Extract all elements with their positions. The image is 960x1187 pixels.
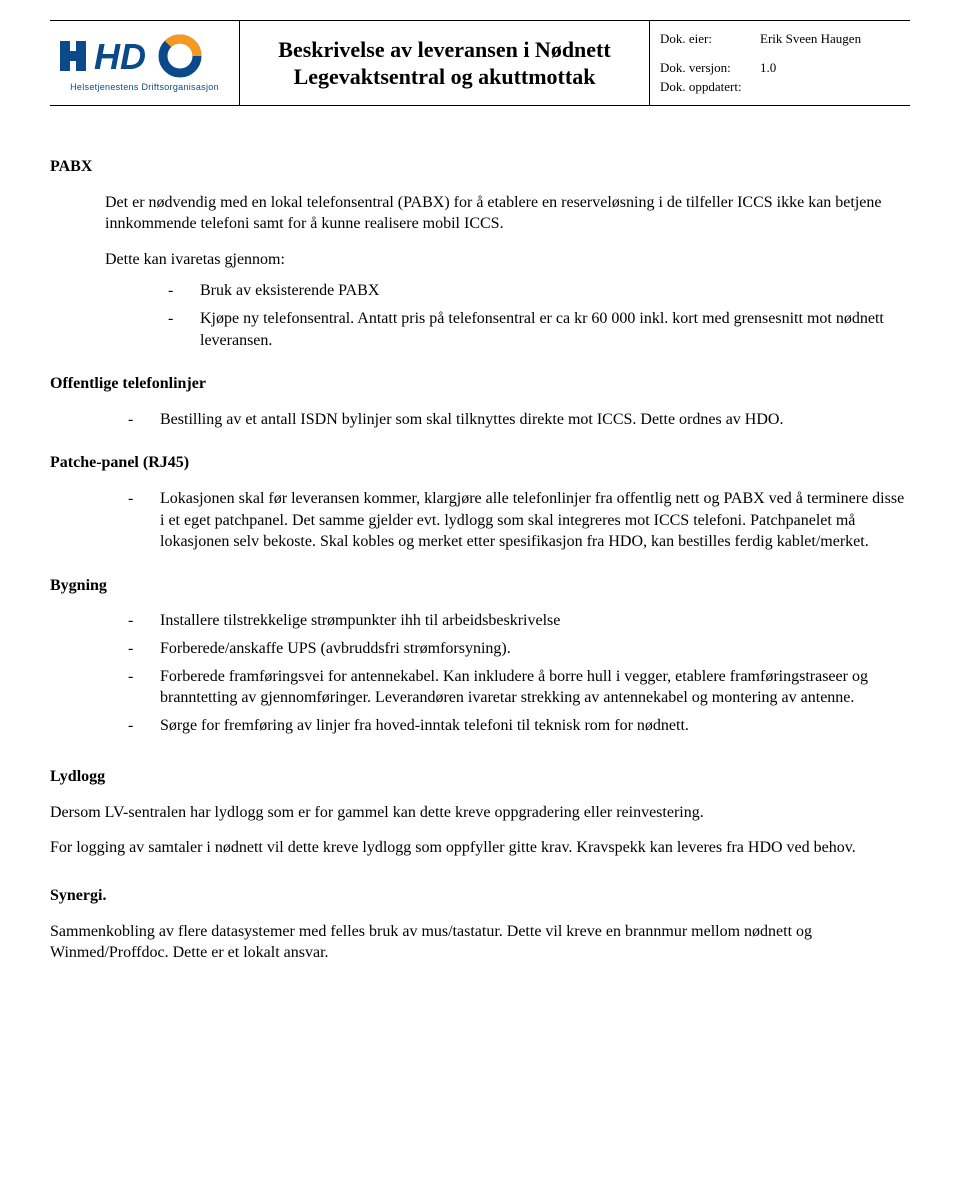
list-item: Bruk av eksisterende PABX: [50, 280, 910, 302]
meta-version-key: Dok. versjon:: [660, 59, 760, 77]
svg-text:HD: HD: [94, 36, 146, 77]
heading-pabx: PABX: [50, 156, 910, 178]
meta-updated-key: Dok. oppdatert:: [660, 78, 760, 96]
patche-bullets: Lokasjonen skal før leveransen kommer, k…: [50, 488, 910, 553]
lydlogg-section: Lydlogg Dersom LV-sentralen har lydlogg …: [50, 766, 910, 859]
logo-cell: HD Helsetjenestens Driftsorganisasjon: [50, 21, 240, 105]
pabx-bullets: Bruk av eksisterende PABX Kjøpe ny telef…: [50, 280, 910, 351]
lydlogg-p2: For logging av samtaler i nødnett vil de…: [50, 837, 910, 859]
synergi-p1: Sammenkobling av flere datasystemer med …: [50, 921, 910, 964]
list-item: Bestilling av et antall ISDN bylinjer so…: [50, 409, 910, 431]
document-header: HD Helsetjenestens Driftsorganisasjon Be…: [50, 20, 910, 106]
bygning-bullets: Installere tilstrekkelige strømpunkter i…: [50, 610, 910, 736]
hdo-logo-icon: HD: [60, 33, 230, 79]
meta-owner-val: Erik Sveen Haugen: [760, 30, 900, 48]
offentlige-bullets: Bestilling av et antall ISDN bylinjer so…: [50, 409, 910, 431]
heading-synergi: Synergi.: [50, 885, 910, 907]
heading-lydlogg: Lydlogg: [50, 766, 910, 788]
list-item: Installere tilstrekkelige strømpunkter i…: [50, 610, 910, 632]
document-body: PABX Det er nødvendig med en lokal telef…: [50, 156, 910, 964]
list-item: Sørge for fremføring av linjer fra hoved…: [50, 715, 910, 737]
doc-title-line2: Legevaktsentral og akuttmottak: [294, 63, 596, 91]
meta-updated-val: [760, 78, 900, 96]
list-item: Lokasjonen skal før leveransen kommer, k…: [50, 488, 910, 553]
meta-owner: Dok. eier: Erik Sveen Haugen: [660, 30, 900, 48]
meta-version-val: 1.0: [760, 59, 900, 77]
meta-updated: Dok. oppdatert:: [660, 78, 900, 96]
heading-offentlige: Offentlige telefonlinjer: [50, 373, 910, 395]
doc-title-line1: Beskrivelse av leveransen i Nødnett: [278, 36, 610, 64]
meta-owner-key: Dok. eier:: [660, 30, 760, 48]
heading-bygning: Bygning: [50, 575, 910, 597]
meta-cell: Dok. eier: Erik Sveen Haugen Dok. versjo…: [650, 21, 910, 105]
list-item: Forberede framføringsvei for antennekabe…: [50, 666, 910, 709]
list-item: Forberede/anskaffe UPS (avbruddsfri strø…: [50, 638, 910, 660]
logo-subtitle: Helsetjenestens Driftsorganisasjon: [70, 81, 219, 93]
title-cell: Beskrivelse av leveransen i Nødnett Lege…: [240, 21, 650, 105]
meta-version: Dok. versjon: 1.0: [660, 59, 900, 77]
lydlogg-p1: Dersom LV-sentralen har lydlogg som er f…: [50, 802, 910, 824]
pabx-subintro: Dette kan ivaretas gjennom:: [105, 249, 910, 271]
synergi-section: Synergi. Sammenkobling av flere datasyst…: [50, 885, 910, 964]
pabx-paragraph: Det er nødvendig med en lokal telefonsen…: [105, 192, 910, 235]
heading-patche: Patche-panel (RJ45): [50, 452, 910, 474]
list-item: Kjøpe ny telefonsentral. Antatt pris på …: [50, 308, 910, 351]
